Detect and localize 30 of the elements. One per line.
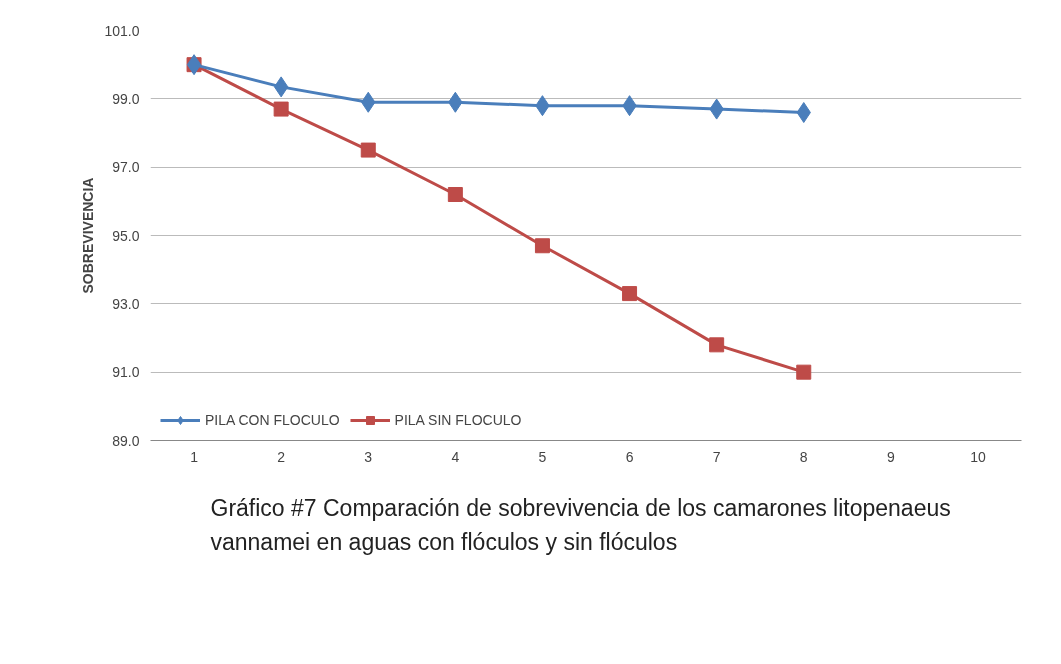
point [709, 337, 725, 353]
y-tick-label: 99.0 [112, 90, 140, 107]
y-tick-label: 93.0 [112, 295, 140, 312]
x-tick-label: 2 [277, 448, 286, 465]
point [447, 187, 463, 202]
x-tick-label: 3 [364, 448, 373, 465]
y-axis-title: SOBREVIVENCIA [80, 177, 97, 294]
x-tick-label: 7 [712, 448, 721, 465]
x-tick-label: 9 [886, 448, 895, 465]
point [796, 102, 811, 123]
point [796, 364, 812, 380]
point [273, 76, 289, 98]
x-tick-label: 5 [538, 448, 547, 465]
legend-label: PILA SIN FLOCULO [394, 412, 522, 428]
y-tick-label: 95.0 [112, 227, 140, 244]
x-tick-label: 4 [451, 448, 460, 465]
point [534, 238, 550, 254]
x-tick-label: 10 [970, 448, 986, 465]
y-tick-label: 89.0 [112, 432, 140, 449]
y-tick-label: 97.0 [112, 159, 140, 176]
x-tick-label: 8 [799, 448, 808, 465]
point [273, 101, 289, 117]
point [360, 142, 376, 158]
x-tick-label: 1 [190, 448, 199, 465]
y-tick-label: 101.0 [104, 22, 140, 39]
point [622, 286, 638, 302]
y-tick-label: 91.0 [112, 364, 140, 381]
legend-label: PILA CON FLOCULO [205, 412, 340, 428]
text: Gráfico #7 Comparación de sobrevivencia de los camarones litopenaeus vannamei en aguas con flóculos y sin flóculos [210, 494, 951, 555]
x-tick-label: 6 [625, 448, 634, 465]
